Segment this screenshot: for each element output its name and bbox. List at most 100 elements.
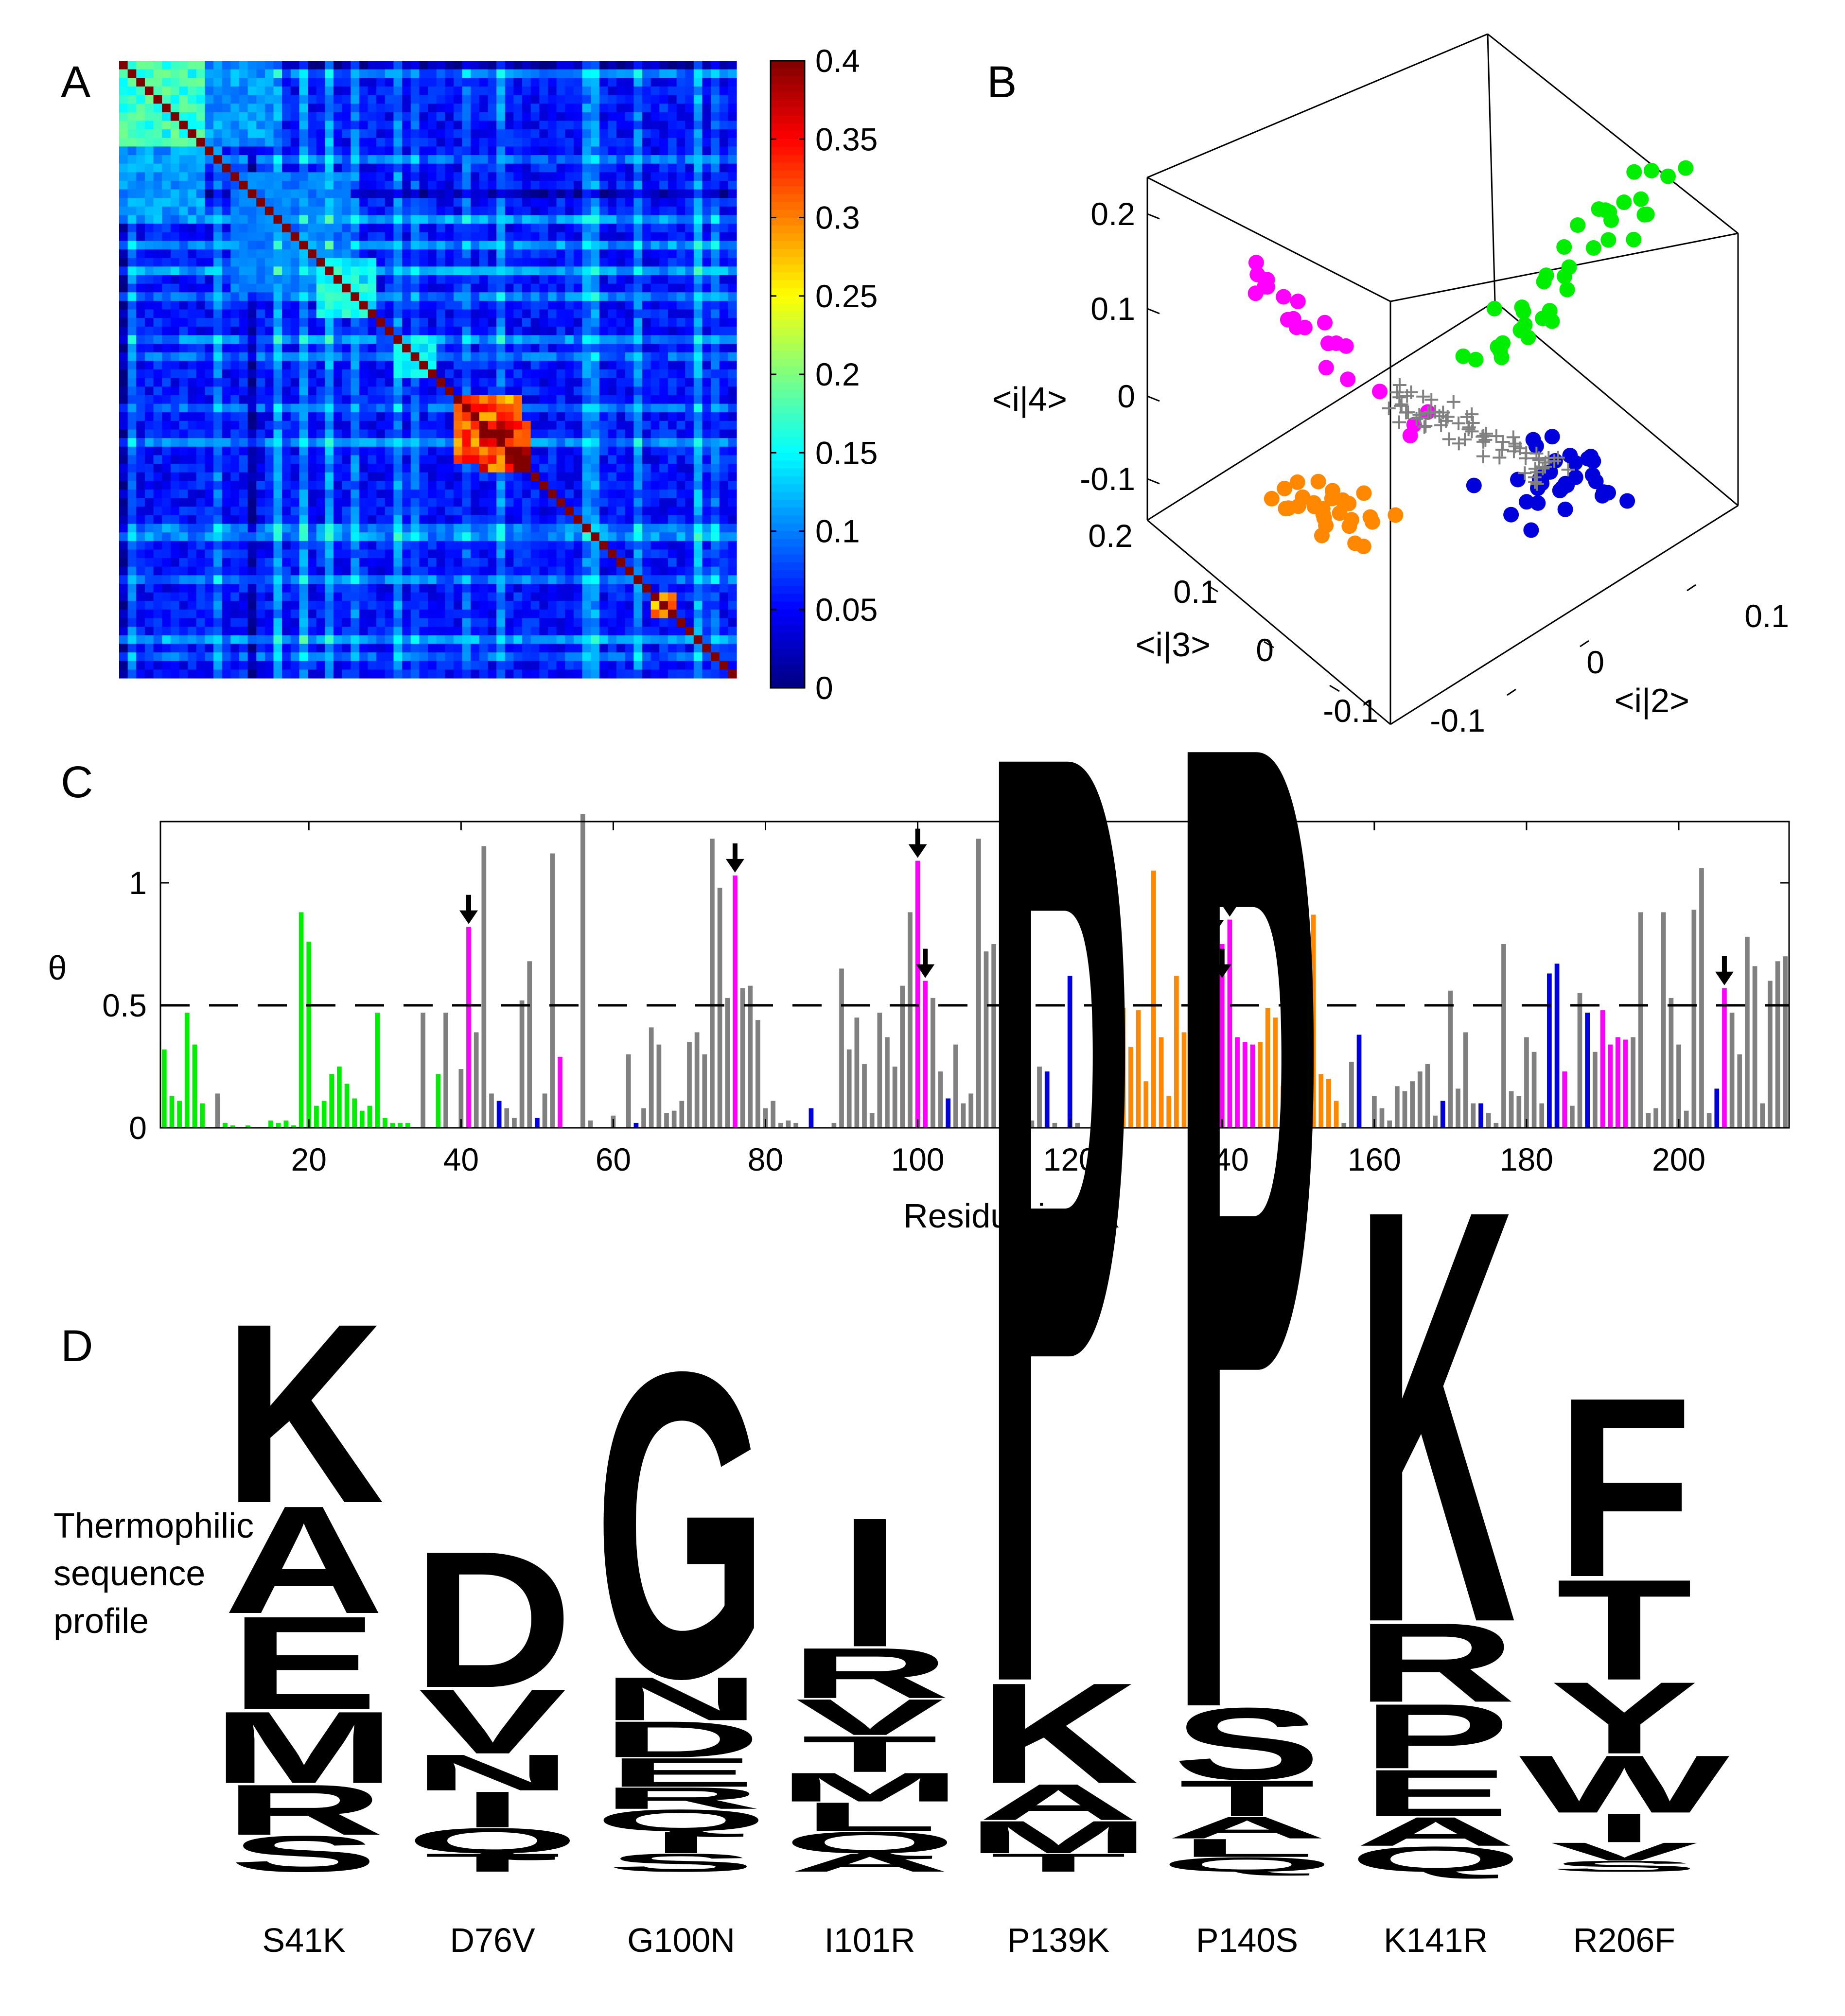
heatmap-cell: [462, 78, 471, 87]
heatmap-cell: [256, 266, 265, 276]
heatmap-cell: [170, 172, 180, 181]
heatmap-cell: [299, 206, 308, 216]
heatmap-cell: [719, 644, 728, 653]
heatmap-cell: [282, 86, 291, 96]
heatmap-cell: [359, 129, 369, 139]
heatmap-cell: [462, 258, 471, 267]
heatmap-cell: [170, 198, 180, 207]
heatmap-cell: [127, 583, 137, 593]
heatmap-cell: [479, 421, 489, 430]
heatmap-cell: [290, 592, 300, 601]
heatmap-cell: [556, 275, 565, 284]
heatmap-cell: [368, 318, 377, 327]
heatmap-cell: [359, 249, 369, 259]
heatmap-cell: [333, 429, 343, 438]
heatmap-cell: [325, 524, 334, 533]
heatmap-cell: [316, 241, 325, 250]
heatmap-cell: [119, 575, 128, 584]
heatmap-cell: [144, 507, 154, 516]
heatmap-cell: [728, 344, 737, 353]
heatmap-cell: [170, 558, 180, 567]
heatmap-cell: [428, 318, 437, 327]
heatmap-cell: [162, 361, 171, 370]
heatmap-cell: [445, 61, 454, 70]
heatmap-cell: [385, 189, 394, 198]
heatmap-cell: [342, 352, 351, 361]
heatmap-cell: [222, 532, 231, 542]
heatmap-cell: [273, 524, 282, 533]
heatmap-cell: [282, 163, 291, 173]
heatmap-cell: [264, 652, 274, 662]
heatmap-cell: [522, 224, 531, 233]
heatmap-cell: [316, 138, 325, 147]
heatmap-cell: [522, 86, 531, 96]
heatmap-cell: [582, 198, 591, 207]
heatmap-cell: [196, 421, 205, 430]
heatmap-cell: [479, 146, 489, 156]
heatmap-cell: [599, 498, 609, 507]
heatmap-cell: [273, 489, 282, 499]
heatmap-cell: [188, 206, 197, 216]
heatmap-cell: [522, 292, 531, 301]
heatmap-cell: [127, 163, 137, 173]
heatmap-cell: [410, 618, 420, 627]
heatmap-cell: [196, 163, 205, 173]
heatmap-cell: [711, 189, 720, 198]
heatmap-cell: [230, 627, 240, 636]
heatmap-cell: [393, 583, 403, 593]
heatmap-cell: [616, 69, 626, 78]
heatmap-cell: [556, 121, 565, 130]
heatmap-cell: [693, 275, 703, 284]
heatmap-cell: [608, 198, 617, 207]
heatmap-cell: [453, 206, 463, 216]
heatmap-cell: [522, 592, 531, 601]
heatmap-cell: [582, 378, 591, 387]
heatmap-cell: [170, 575, 180, 584]
heatmap-cell: [488, 601, 497, 610]
heatmap-cell: [393, 138, 403, 147]
heatmap-cell: [650, 61, 660, 70]
heatmap-cell: [170, 163, 180, 173]
heatmap-cell: [282, 104, 291, 113]
heatmap-cell: [393, 292, 403, 301]
heatmap-cell: [393, 78, 403, 87]
heatmap-cell: [616, 403, 626, 413]
heatmap-cell: [273, 292, 282, 301]
heatmap-cell: [522, 361, 531, 370]
heatmap-cell: [290, 206, 300, 216]
heatmap-cell: [479, 275, 489, 284]
heatmap-cell: [393, 549, 403, 559]
heatmap-cell: [308, 155, 317, 164]
heatmap-cell: [153, 61, 162, 70]
heatmap-cell: [642, 635, 651, 645]
heatmap-cell: [308, 361, 317, 370]
heatmap-cell: [230, 112, 240, 122]
heatmap-cell: [188, 566, 197, 576]
heatmap-cell: [119, 292, 128, 301]
heatmap-cell: [230, 558, 240, 567]
heatmap-cell: [582, 464, 591, 473]
heatmap-cell: [530, 481, 540, 490]
heatmap-cell: [428, 507, 437, 516]
heatmap-cell: [488, 112, 497, 122]
heatmap-cell: [676, 575, 685, 584]
heatmap-cell: [513, 609, 523, 619]
heatmap-cell: [230, 438, 240, 447]
heatmap-cell: [616, 172, 626, 181]
heatmap-cell: [308, 129, 317, 139]
heatmap-cell: [376, 224, 386, 233]
heatmap-cell: [668, 61, 677, 70]
heatmap-cell: [196, 266, 205, 276]
heatmap-cell: [668, 189, 677, 198]
heatmap-cell: [702, 146, 711, 156]
heatmap-cell: [119, 283, 128, 293]
heatmap-cell: [368, 266, 377, 276]
heatmap-cell: [599, 395, 609, 404]
heatmap-cell: [419, 395, 428, 404]
heatmap-cell: [530, 198, 540, 207]
heatmap-cell: [351, 112, 360, 122]
heatmap-cell: [608, 224, 617, 233]
heatmap-cell: [419, 361, 428, 370]
heatmap-cell: [299, 378, 308, 387]
heatmap-cell: [179, 146, 188, 156]
